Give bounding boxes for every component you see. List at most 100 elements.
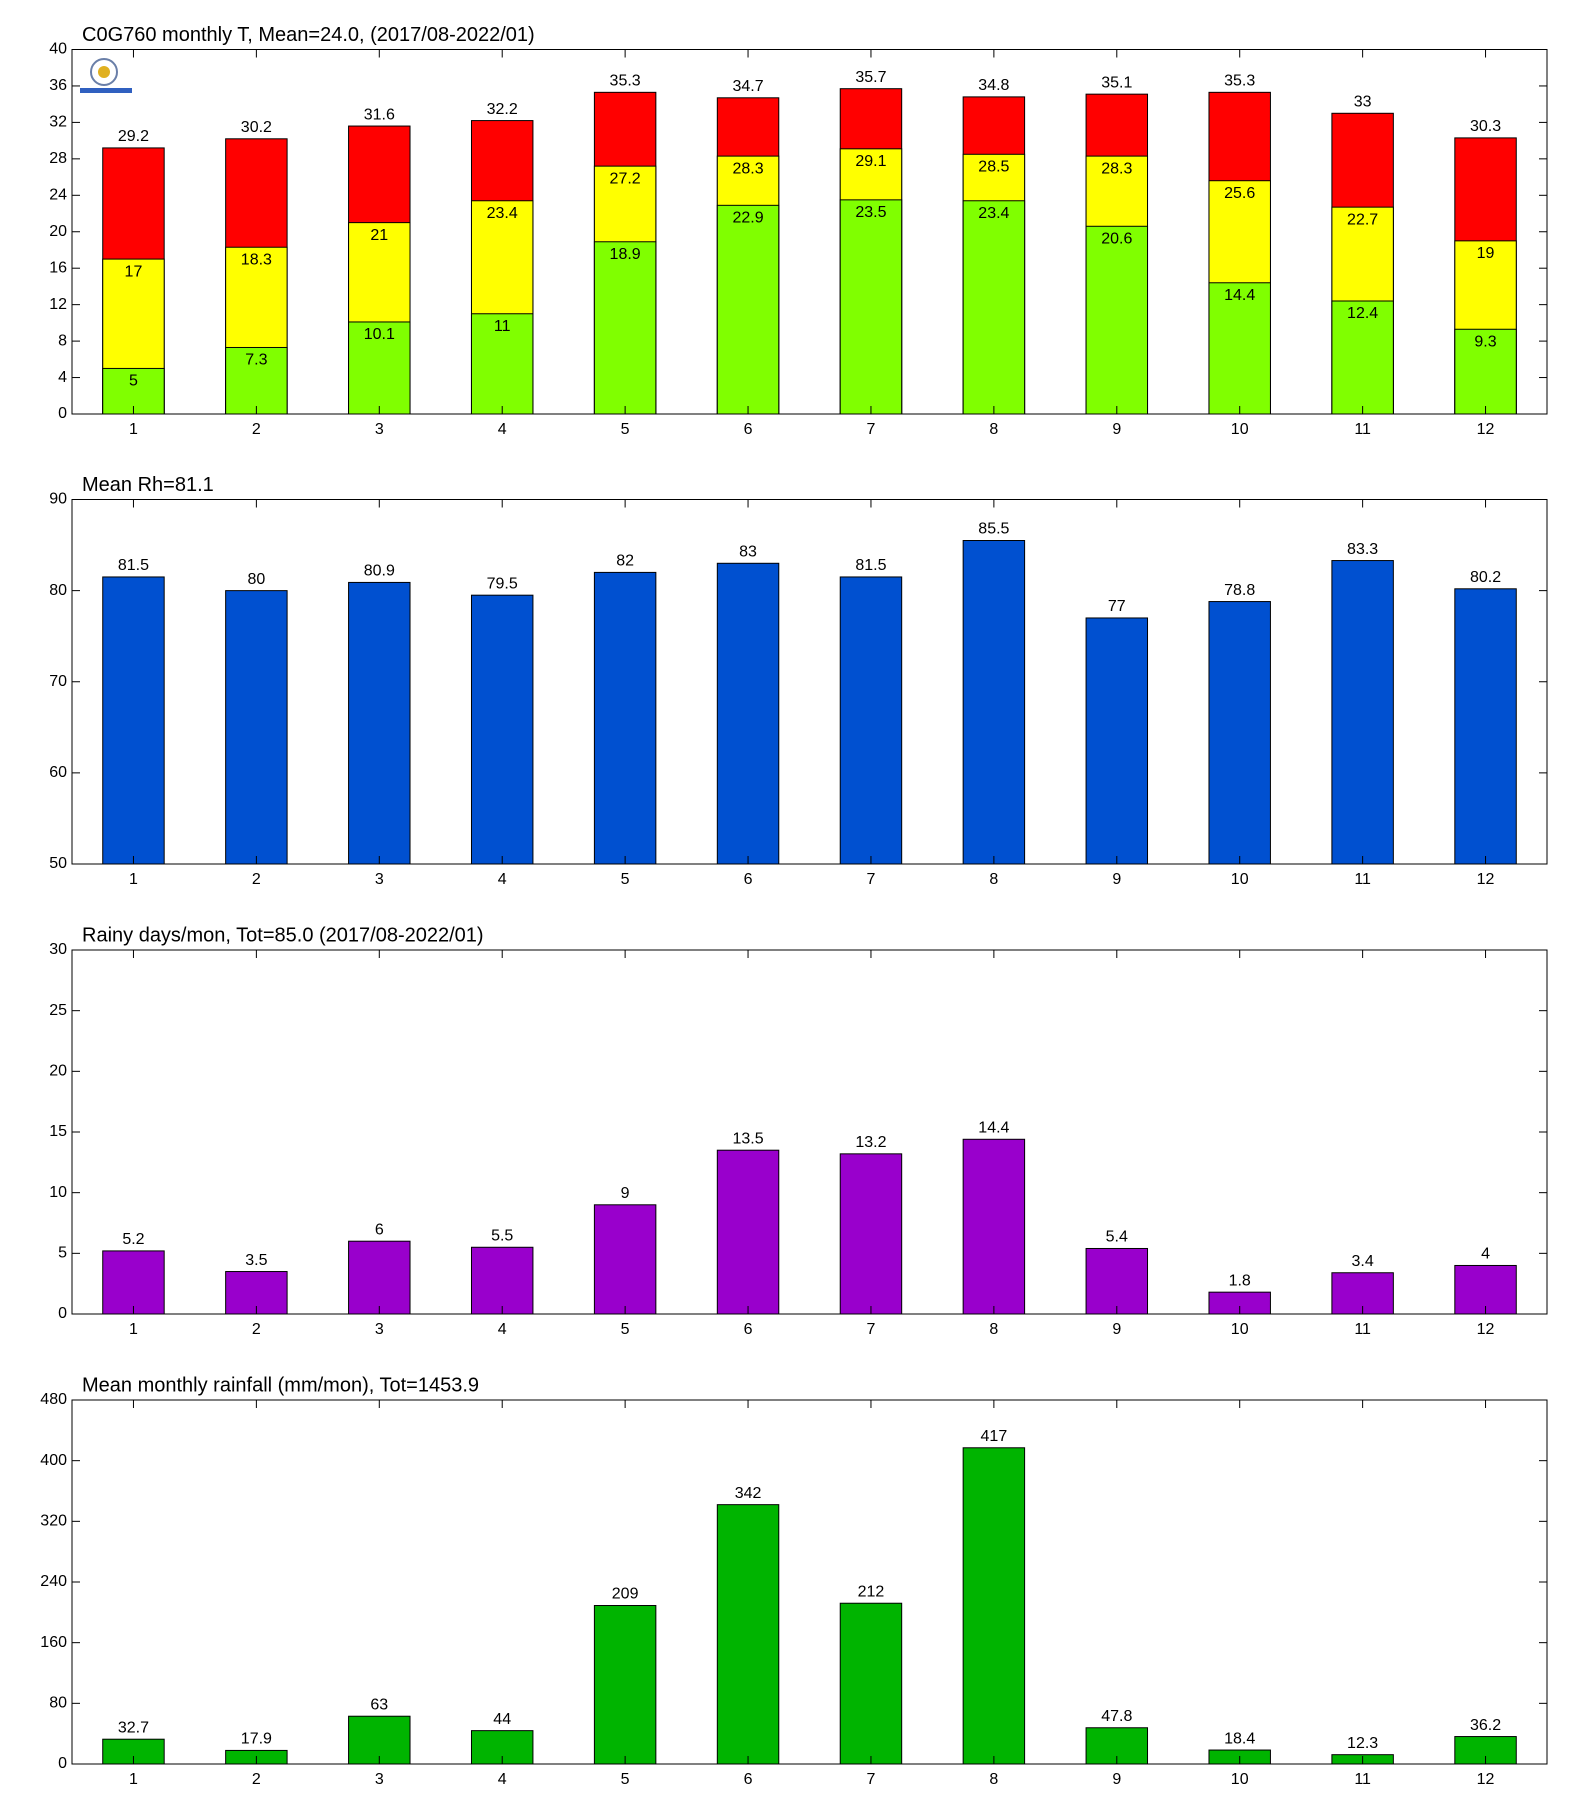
data-label: 63 bbox=[370, 1696, 388, 1713]
data-label: 22.7 bbox=[1347, 211, 1378, 228]
y-tick-label: 36 bbox=[49, 77, 67, 94]
data-label: 79.5 bbox=[487, 575, 518, 592]
x-tick-label: 5 bbox=[621, 1321, 630, 1338]
data-label: 81.5 bbox=[118, 557, 149, 574]
plot-area bbox=[72, 49, 1547, 414]
y-tick-label: 160 bbox=[40, 1634, 67, 1651]
data-label: 47.8 bbox=[1101, 1708, 1132, 1725]
x-tick-label: 9 bbox=[1112, 1771, 1121, 1788]
bar bbox=[716, 562, 780, 865]
axes-frame bbox=[71, 949, 1548, 1315]
data-label: 77 bbox=[1108, 598, 1126, 615]
bar bbox=[1331, 300, 1394, 415]
bar bbox=[470, 313, 534, 415]
data-label: 5.5 bbox=[491, 1227, 513, 1244]
data-label: 27.2 bbox=[610, 170, 641, 187]
data-label: 5.4 bbox=[1106, 1229, 1128, 1246]
bar bbox=[1085, 225, 1149, 415]
data-label: 14.4 bbox=[1224, 287, 1255, 304]
data-label: 12.4 bbox=[1347, 305, 1378, 322]
x-tick-label: 11 bbox=[1354, 421, 1371, 438]
y-tick-label: 30 bbox=[49, 941, 67, 958]
x-tick-label: 4 bbox=[498, 1321, 507, 1338]
x-tick-label: 9 bbox=[1112, 871, 1121, 888]
data-label: 80.9 bbox=[364, 563, 395, 580]
data-label: 7.3 bbox=[245, 352, 267, 369]
data-label: 212 bbox=[858, 1583, 885, 1600]
bar bbox=[716, 204, 780, 415]
data-label: 9.3 bbox=[1474, 333, 1496, 350]
x-tick-label: 4 bbox=[498, 871, 507, 888]
data-label: 25.6 bbox=[1224, 185, 1255, 202]
bar bbox=[1454, 328, 1517, 415]
x-tick-label: 2 bbox=[252, 871, 261, 888]
plot-area bbox=[72, 499, 1547, 864]
y-tick-label: 20 bbox=[49, 1063, 67, 1080]
data-label: 10.1 bbox=[364, 326, 395, 343]
x-tick-label: 12 bbox=[1477, 421, 1495, 438]
data-label: 5 bbox=[129, 373, 138, 390]
data-label: 11 bbox=[494, 318, 511, 335]
y-tick-label: 320 bbox=[40, 1513, 67, 1530]
x-tick-label: 12 bbox=[1477, 871, 1495, 888]
y-tick-label: 40 bbox=[49, 41, 67, 58]
bar bbox=[593, 571, 657, 865]
y-tick-label: 90 bbox=[49, 491, 67, 508]
x-tick-label: 9 bbox=[1112, 421, 1121, 438]
bar bbox=[593, 241, 657, 415]
data-label: 13.5 bbox=[732, 1130, 763, 1147]
bar bbox=[348, 321, 411, 415]
logo bbox=[80, 58, 132, 93]
data-label: 80 bbox=[247, 571, 265, 588]
x-tick-label: 2 bbox=[252, 421, 261, 438]
x-tick-label: 10 bbox=[1231, 871, 1249, 888]
bar bbox=[1454, 1264, 1517, 1315]
x-tick-label: 2 bbox=[252, 1771, 261, 1788]
x-tick-label: 3 bbox=[375, 1321, 384, 1338]
data-label: 342 bbox=[735, 1485, 762, 1502]
data-label: 31.6 bbox=[364, 106, 395, 123]
chart-title: C0G760 monthly T, Mean=24.0, (2017/08-20… bbox=[82, 24, 535, 46]
y-tick-label: 28 bbox=[49, 150, 67, 167]
x-tick-label: 3 bbox=[375, 1771, 384, 1788]
data-label: 34.8 bbox=[978, 77, 1009, 94]
data-label: 22.9 bbox=[732, 210, 763, 227]
x-tick-label: 11 bbox=[1354, 1321, 1371, 1338]
x-tick-label: 6 bbox=[744, 871, 753, 888]
y-tick-label: 8 bbox=[58, 332, 67, 349]
data-label: 14.4 bbox=[978, 1119, 1009, 1136]
y-tick-label: 80 bbox=[49, 1695, 67, 1712]
x-tick-label: 3 bbox=[375, 871, 384, 888]
bar bbox=[102, 1250, 165, 1315]
data-label: 23.5 bbox=[855, 204, 886, 221]
data-label: 18.4 bbox=[1224, 1730, 1255, 1747]
x-tick-label: 3 bbox=[375, 421, 384, 438]
y-tick-label: 0 bbox=[58, 405, 67, 422]
axes-frame bbox=[71, 1399, 1548, 1765]
data-label: 35.3 bbox=[1224, 73, 1255, 90]
x-tick-label: 7 bbox=[867, 1771, 876, 1788]
bar bbox=[839, 1602, 903, 1765]
data-label: 83 bbox=[739, 544, 757, 561]
data-label: 12.3 bbox=[1347, 1735, 1378, 1752]
bar bbox=[593, 1605, 657, 1765]
data-label: 80.2 bbox=[1470, 569, 1501, 586]
data-label: 35.7 bbox=[855, 69, 886, 86]
data-label: 34.7 bbox=[732, 78, 763, 95]
x-tick-label: 6 bbox=[744, 1771, 753, 1788]
data-label: 30.2 bbox=[241, 119, 272, 136]
data-label: 19 bbox=[1477, 245, 1495, 262]
data-label: 28.3 bbox=[1101, 160, 1132, 177]
data-label: 13.2 bbox=[855, 1134, 886, 1151]
bar bbox=[962, 540, 1026, 865]
bar bbox=[470, 594, 534, 865]
bar bbox=[1085, 617, 1149, 865]
data-label: 209 bbox=[612, 1586, 639, 1603]
x-tick-label: 2 bbox=[252, 1321, 261, 1338]
x-tick-label: 10 bbox=[1231, 1321, 1249, 1338]
y-tick-label: 480 bbox=[40, 1391, 67, 1408]
data-label: 18.9 bbox=[610, 246, 641, 263]
bar bbox=[716, 1149, 780, 1315]
axes-frame bbox=[71, 499, 1548, 865]
